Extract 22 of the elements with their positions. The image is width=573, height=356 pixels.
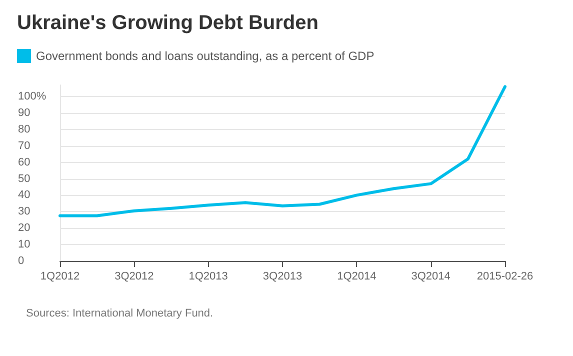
- y-tick-label: 60: [18, 156, 30, 168]
- x-tick-label: 1Q2012: [40, 270, 80, 282]
- legend-label: Government bonds and loans outstanding, as a percent of GDP: [36, 49, 374, 63]
- y-tick-label: 90: [18, 106, 30, 119]
- y-tick-label: 30: [18, 206, 30, 218]
- x-tick-label: 1Q2013: [188, 270, 228, 282]
- y-tick-label: 80: [18, 123, 30, 136]
- y-tick-label: 0: [18, 255, 24, 267]
- x-tick-label: 3Q2012: [114, 270, 154, 282]
- x-tick-label: 1Q2014: [337, 270, 376, 282]
- y-tick-label: 100%: [18, 90, 46, 103]
- y-tick-label: 70: [18, 140, 30, 152]
- source-note: Sources: International Monetary Fund.: [26, 308, 214, 320]
- line-series: [58, 85, 506, 218]
- chart-title: Ukraine's Growing Debt Burden: [17, 12, 318, 34]
- y-tick-label: 40: [18, 189, 30, 202]
- y-tick-label: 20: [18, 222, 30, 234]
- x-tick-label: 3Q2014: [411, 270, 450, 282]
- y-tick-label: 10: [18, 238, 30, 251]
- y-tick-label: 50: [18, 172, 30, 185]
- x-tick-label: 2015-02-26: [476, 270, 534, 282]
- x-tick-label: 3Q2013: [262, 270, 302, 282]
